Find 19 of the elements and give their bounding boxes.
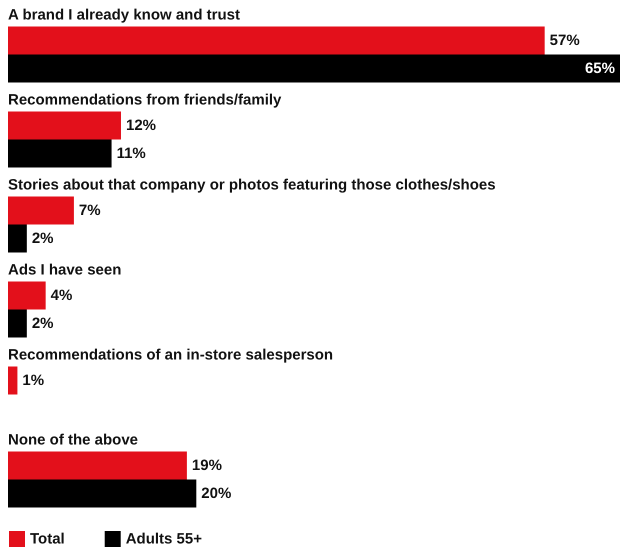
y-tick-label: None of the above bbox=[8, 432, 138, 448]
y-tick-label: Ads I have seen bbox=[8, 262, 122, 278]
legend-label: Adults 55+ bbox=[126, 530, 202, 548]
data-label: 20% bbox=[201, 485, 232, 502]
data-label: 1% bbox=[22, 372, 44, 389]
y-tick-label: A brand I already know and trust bbox=[8, 6, 240, 24]
y-tick-label: Recommendations of an in-store salesperson bbox=[8, 346, 334, 364]
data-label: 2% bbox=[32, 230, 54, 247]
legend-label: Total bbox=[30, 530, 65, 548]
y-tick-label: Stories about that company or photos featuring those clothes/shoes bbox=[8, 176, 496, 194]
data-label: 65% bbox=[584, 60, 615, 77]
data-label: 4% bbox=[50, 287, 72, 304]
data-label: 11% bbox=[116, 145, 146, 162]
data-label: 2% bbox=[32, 315, 54, 332]
data-label: 57% bbox=[550, 32, 580, 49]
data-label: 12% bbox=[126, 117, 156, 134]
data-label: 19% bbox=[192, 457, 222, 474]
y-tick-label: Recommendations from friends/family bbox=[8, 92, 282, 108]
data-label: 7% bbox=[78, 202, 101, 219]
